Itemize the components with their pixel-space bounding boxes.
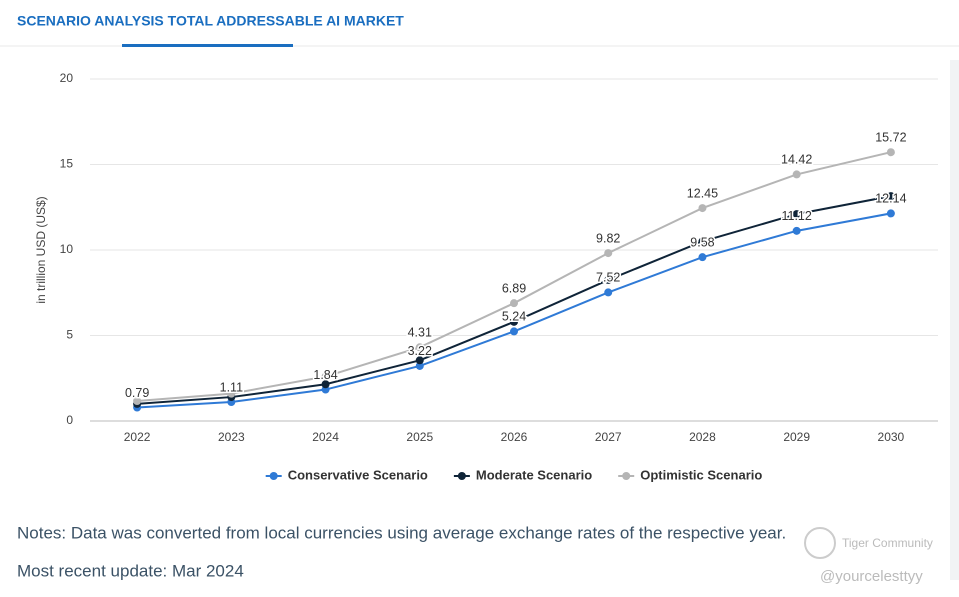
data-label: 11.12 (781, 209, 811, 223)
point (510, 317, 518, 326)
point (604, 249, 613, 258)
x-tick-label: 2023 (218, 430, 245, 444)
point (227, 389, 236, 398)
update-note: Most recent update: Mar 2024 (17, 561, 244, 580)
point (321, 380, 330, 389)
data-label: 9.58 (690, 235, 714, 249)
data-label: 6.89 (502, 281, 526, 295)
watermark-handle: @yourcelesttyy (820, 568, 923, 585)
point (792, 226, 801, 235)
data-label: 4.31 (408, 326, 432, 340)
y-tick-label: 20 (60, 71, 74, 85)
legend-swatch (457, 472, 466, 480)
watermark-icon (804, 527, 836, 559)
data-label: 14.42 (781, 153, 812, 167)
legend-swatch (269, 472, 278, 480)
x-tick-label: 2022 (124, 430, 151, 444)
point (886, 148, 895, 157)
y-axis-label: in trillion USD (US$) (34, 196, 48, 303)
legend-label: Moderate Scenario (476, 467, 592, 482)
data-label: 5.24 (502, 310, 526, 324)
point (133, 396, 142, 405)
legend-item: Optimistic Scenario (618, 467, 762, 482)
data-label: 9.82 (596, 231, 620, 245)
point (698, 237, 707, 246)
x-tick-label: 2026 (501, 430, 528, 444)
point (604, 288, 613, 297)
data-label: 12.45 (687, 186, 718, 200)
x-tick-label: 2030 (878, 430, 905, 444)
point (792, 170, 801, 179)
x-tick-label: 2028 (689, 430, 716, 444)
legend-item: Moderate Scenario (453, 467, 592, 482)
x-tick-label: 2024 (312, 430, 339, 444)
data-label: 15.72 (875, 130, 906, 144)
point (510, 327, 518, 336)
point (886, 209, 895, 218)
data-label: 1.84 (313, 368, 337, 382)
x-tick-label: 2027 (595, 430, 622, 444)
y-tick-label: 5 (66, 328, 73, 342)
data-label: 0.79 (125, 386, 149, 400)
legend-swatch (622, 472, 631, 480)
y-tick-label: 15 (60, 157, 74, 171)
tab-underline (122, 44, 293, 47)
data-label: 3.22 (408, 344, 432, 358)
x-tick-label: 2025 (406, 430, 433, 444)
data-label: 12.14 (875, 192, 906, 206)
point (698, 253, 707, 262)
legend-label: Optimistic Scenario (640, 467, 762, 482)
y-tick-label: 10 (60, 242, 74, 256)
y-tick-label: 0 (66, 413, 73, 427)
point (415, 356, 424, 365)
point (792, 210, 801, 219)
point (604, 275, 613, 284)
legend-item: Conservative Scenario (265, 467, 428, 482)
notes: Notes: Data was converted from local cur… (17, 523, 786, 542)
x-tick-label: 2029 (783, 430, 810, 444)
point (415, 361, 424, 370)
series-line (137, 151, 892, 402)
point (415, 343, 424, 352)
point (321, 372, 330, 381)
point (510, 299, 518, 308)
legend-label: Conservative Scenario (288, 467, 428, 482)
data-label: 7.52 (596, 271, 620, 285)
data-label: 1.11 (220, 380, 243, 394)
watermark-brand: Tiger Community (842, 536, 933, 550)
point (886, 192, 895, 201)
side-stripe (950, 60, 959, 580)
chart-title: SCENARIO ANALYSIS TOTAL ADDRESSABLE AI M… (17, 13, 404, 29)
point (698, 204, 707, 213)
